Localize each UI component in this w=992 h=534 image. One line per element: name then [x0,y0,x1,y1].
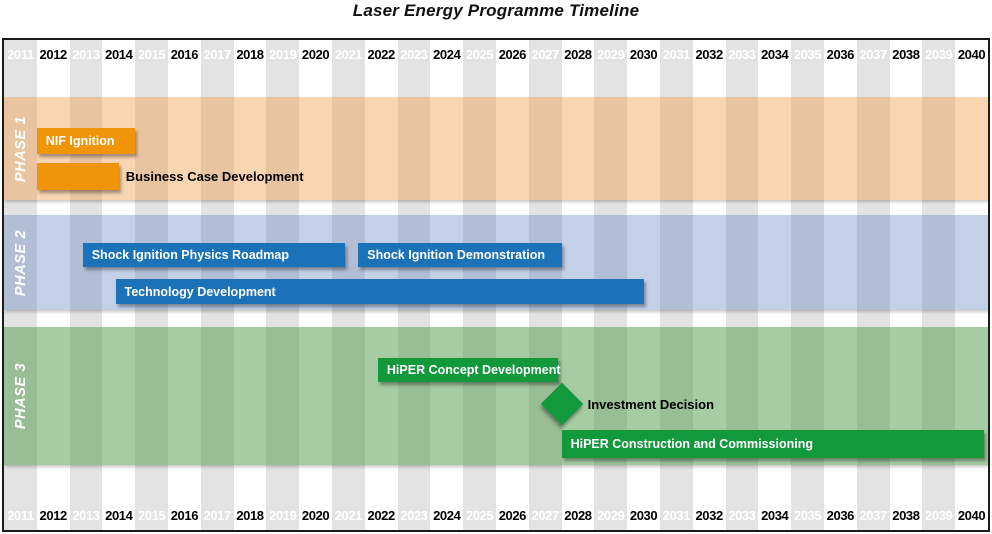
year-label-2013: 2013 [72,46,100,62]
year-label-2012: 2012 [39,46,68,62]
task-bar-shock-ignition-physics-roadmap: Shock Ignition Physics Roadmap [82,243,346,267]
year-label-2020: 2020 [301,507,330,523]
phase-3-label: PHASE 3 [13,362,29,430]
year-label-2033: 2033 [728,507,756,523]
year-label-2023: 2023 [400,507,428,523]
year-label-2037: 2037 [859,46,887,62]
year-label-2018: 2018 [236,46,264,62]
year-label-2021: 2021 [334,507,363,523]
year-label-2015: 2015 [137,507,166,523]
task-bar-technology-development: Technology Development [115,279,644,304]
year-label-2014: 2014 [105,46,133,62]
task-bar-business-case-development [36,163,119,190]
year-label-2015: 2015 [137,46,166,62]
year-label-2011: 2011 [7,46,34,62]
year-label-2033: 2033 [728,46,756,62]
phase-1-label: PHASE 1 [13,115,29,182]
year-label-2039: 2039 [925,507,953,523]
year-label-2040: 2040 [957,46,986,62]
year-row-bottom: 2011 2012 2013 2014 2015 2016 2017 2018 2019 2020… [4,500,988,530]
year-label-2022: 2022 [367,507,396,523]
year-label-2028: 2028 [564,507,592,523]
year-label-2026: 2026 [498,507,527,523]
year-label-2038: 2038 [892,46,920,62]
year-label-2030: 2030 [629,507,658,523]
year-label-2019: 2019 [269,507,297,523]
year-label-2027: 2027 [531,507,559,523]
year-label-2036: 2036 [826,507,855,523]
timeline-chart: 2011 2012 2013 2014 2015 2016 2017 2018 2019 2020… [2,38,990,532]
task-label-business-case-development: Business Case Development [125,169,304,184]
year-label-2017: 2017 [203,507,232,523]
year-label-2025: 2025 [465,507,494,523]
year-label-2028: 2028 [564,46,592,62]
year-label-2034: 2034 [761,46,789,62]
year-label-2012: 2012 [39,507,68,523]
year-label-2020: 2020 [301,46,330,62]
year-label-2013: 2013 [72,507,100,523]
year-label-2039: 2039 [925,46,953,62]
page-title: Laser Energy Programme Timeline [352,1,640,20]
year-label-2018: 2018 [236,507,264,523]
task-bar-nif-ignition: NIF Ignition [36,128,136,154]
year-label-2016: 2016 [170,507,199,523]
year-label-2026: 2026 [498,46,527,62]
year-label-2024: 2024 [433,46,461,62]
phase-2-label: PHASE 2 [13,229,29,296]
year-label-2014: 2014 [105,507,133,523]
year-label-2023: 2023 [400,46,428,62]
year-label-2025: 2025 [465,46,494,62]
task-bar-shock-ignition-demonstration: Shock Ignition Demonstration [358,243,562,267]
year-label-2019: 2019 [269,46,297,62]
year-label-2037: 2037 [859,507,887,523]
year-label-2030: 2030 [629,46,658,62]
year-label-2035: 2035 [793,46,822,62]
year-label-2029: 2029 [597,507,625,523]
year-label-2032: 2032 [695,507,723,523]
year-label-2016: 2016 [170,46,199,62]
year-label-2035: 2035 [793,507,822,523]
year-label-2024: 2024 [433,507,461,523]
year-label-2038: 2038 [892,507,920,523]
milestone-label-investment-decision: Investment Decision [587,396,715,412]
year-label-2031: 2031 [662,507,691,523]
year-label-2032: 2032 [695,46,723,62]
year-label-2022: 2022 [367,46,396,62]
year-label-2029: 2029 [597,46,625,62]
year-label-2017: 2017 [203,46,232,62]
year-label-2027: 2027 [531,46,559,62]
year-label-2036: 2036 [826,46,855,62]
year-row-top: 2011 2012 2013 2014 2015 2016 2017 2018 2019 2020… [4,40,988,68]
year-label-2011: 2011 [7,507,34,523]
chart-inner: 2011 2012 2013 2014 2015 2016 2017 2018 2019 2020… [4,40,988,530]
year-label-2021: 2021 [334,46,363,62]
year-label-2040: 2040 [957,507,986,523]
task-bar-hiper-concept-development: HiPER Concept Development [377,358,561,382]
year-label-2034: 2034 [761,507,789,523]
task-bar-hiper-construction-and-commissioning: HiPER Construction and Commissioning [561,430,984,458]
year-label-2031: 2031 [662,46,691,62]
phase-1-band: PHASE 1 [4,97,988,200]
